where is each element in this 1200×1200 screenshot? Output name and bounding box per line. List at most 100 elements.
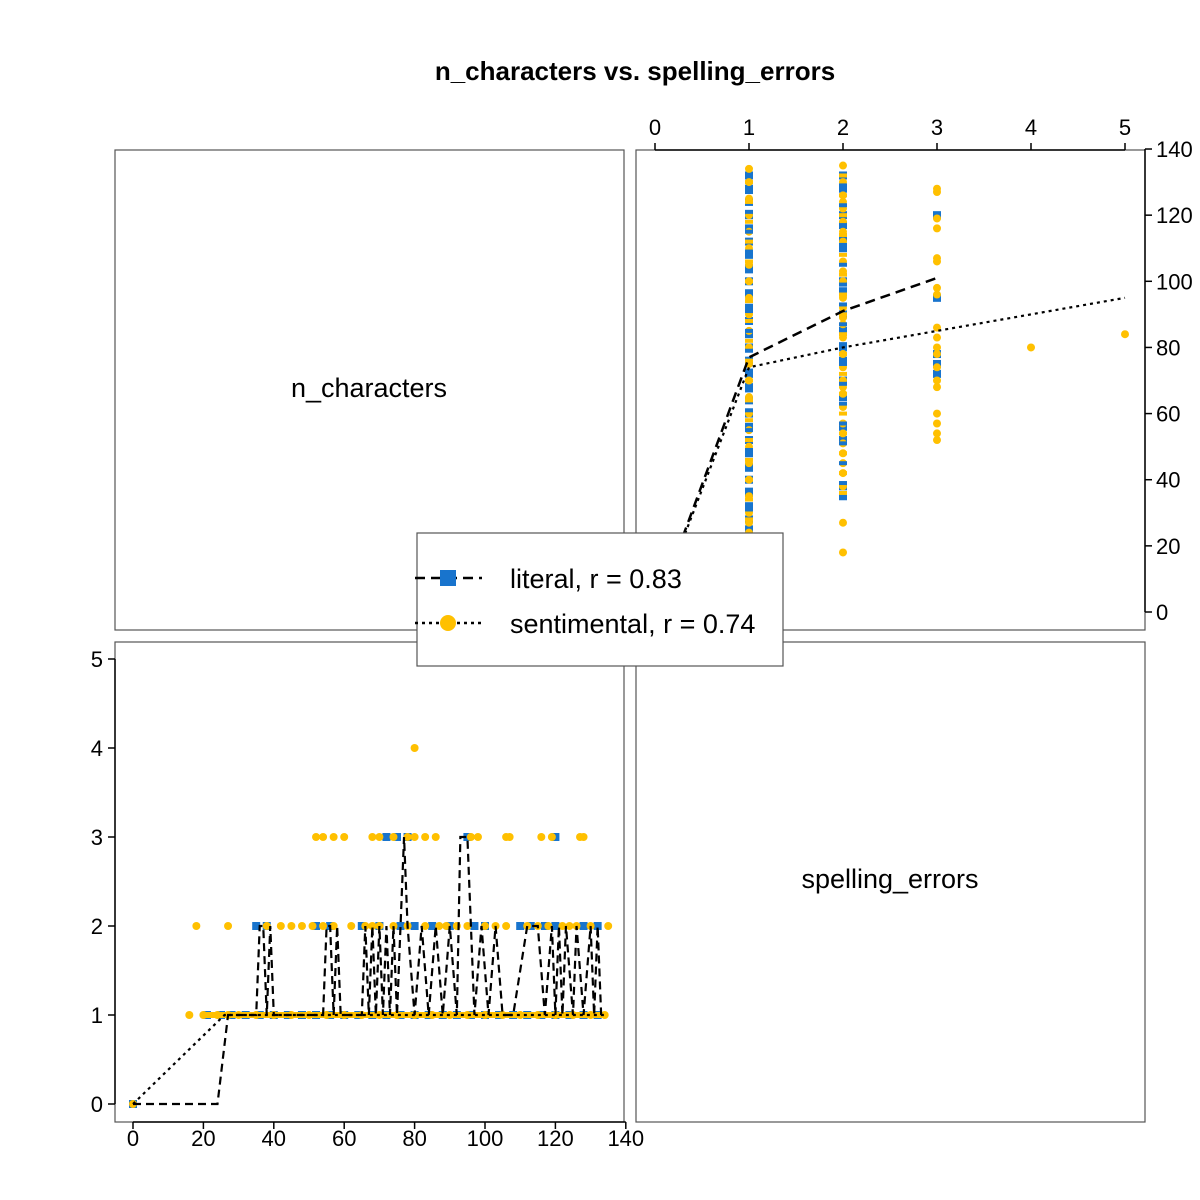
- sentimental-point: [185, 1011, 194, 1019]
- literal-point: [745, 209, 753, 214]
- literal-point: [252, 922, 261, 930]
- sentimental-point: [262, 922, 271, 930]
- literal-point: [839, 332, 847, 337]
- sentimental-point: [839, 161, 847, 170]
- literal-point: [516, 922, 525, 930]
- bottom-x-tick-label: 140: [607, 1126, 644, 1151]
- left-y-tick-label: 5: [91, 647, 103, 672]
- literal-point: [593, 922, 602, 930]
- literal-point: [839, 223, 847, 228]
- literal-point: [745, 184, 753, 193]
- sentimental-point: [933, 350, 941, 359]
- literal-point: [745, 289, 753, 294]
- sentimental-point: [933, 429, 941, 438]
- literal-point: [745, 457, 753, 462]
- literal-point: [839, 312, 847, 317]
- literal-point: [839, 262, 847, 267]
- literal-point: [839, 282, 847, 287]
- literal-point: [839, 356, 847, 365]
- top-x-tick-label: 1: [743, 115, 755, 140]
- sentimental-point: [558, 922, 567, 930]
- literal-point: [745, 219, 753, 224]
- literal-point: [745, 250, 753, 259]
- literal-point: [745, 398, 753, 403]
- literal-point: [745, 428, 753, 433]
- sentimental-point: [442, 922, 451, 930]
- left-y-tick-label: 3: [91, 825, 103, 850]
- top-x-tick-label: 4: [1025, 115, 1037, 140]
- right-y-tick-label: 40: [1156, 468, 1180, 493]
- sentimental-point: [933, 184, 941, 193]
- sentimental-mean-line: [653, 296, 1126, 613]
- literal-point: [745, 269, 753, 274]
- literal-point: [839, 431, 847, 436]
- literal-point: [745, 388, 753, 393]
- literal-point: [839, 242, 847, 247]
- literal-point: [745, 249, 753, 254]
- right-y-tick-label: 100: [1156, 269, 1193, 294]
- literal-point: [551, 922, 560, 930]
- left-y-tick-label: 4: [91, 736, 103, 761]
- literal-point: [745, 383, 753, 392]
- sentimental-point: [933, 383, 941, 392]
- literal-point: [745, 318, 753, 323]
- literal-point: [745, 348, 753, 353]
- legend-literal-label: literal, r = 0.83: [510, 564, 682, 594]
- literal-point: [839, 272, 847, 277]
- sentimental-point: [347, 922, 356, 930]
- literal-point: [839, 213, 847, 218]
- sentimental-point: [389, 922, 398, 930]
- sentimental-point: [375, 833, 384, 841]
- literal-point: [745, 418, 753, 423]
- literal-point: [745, 408, 753, 413]
- legend: literal, r = 0.83 sentimental, r = 0.74: [415, 532, 784, 667]
- sentimental-point: [565, 922, 574, 930]
- literal-point: [745, 507, 753, 512]
- literal-point: [839, 193, 847, 198]
- sentimental-point: [839, 518, 847, 527]
- literal-point: [745, 467, 753, 472]
- literal-point: [839, 352, 847, 357]
- literal-point: [839, 183, 847, 188]
- literal-point: [745, 259, 753, 264]
- right-y-tick-label: 120: [1156, 203, 1193, 228]
- right-y-tick-label: 140: [1156, 137, 1193, 162]
- top-x-tick-label: 2: [837, 115, 849, 140]
- sentimental-point: [933, 283, 941, 292]
- sentimental-point: [933, 436, 941, 445]
- literal-point: [839, 292, 847, 297]
- literal-point: [839, 302, 847, 307]
- top-x-tick-label: 5: [1119, 115, 1131, 140]
- literal-point: [839, 244, 847, 253]
- top-x-tick-label: 0: [649, 115, 661, 140]
- sentimental-point: [1027, 343, 1035, 352]
- bottom-x-tick-label: 0: [127, 1126, 139, 1151]
- literal-point: [839, 391, 847, 396]
- sentimental-point: [308, 922, 317, 930]
- literal-point: [579, 922, 588, 930]
- bottom-left-marks: [129, 655, 613, 1108]
- literal-point: [745, 438, 753, 443]
- sentimental-point: [933, 419, 941, 428]
- sentimental-point: [933, 409, 941, 418]
- literal-point: [745, 449, 753, 458]
- top-right-axes: 0 1 2 3 4 5 0 20 40 60 80 100 120 140: [649, 115, 1193, 625]
- sentimental-point: [463, 922, 472, 930]
- right-y-tick-label: 80: [1156, 335, 1180, 360]
- sentimental-point: [312, 833, 321, 841]
- sentimental-point: [276, 922, 285, 930]
- left-y-tick-label: 1: [91, 1003, 103, 1028]
- right-y-tick-label: 20: [1156, 534, 1180, 559]
- bottom-x-tick-label: 100: [467, 1126, 504, 1151]
- literal-point: [839, 173, 847, 178]
- bottom-x-tick-label: 120: [537, 1126, 574, 1151]
- literal-point: [745, 279, 753, 284]
- literal-point: [745, 303, 753, 312]
- sentimental-point: [839, 548, 847, 557]
- legend-literal-marker: [440, 570, 456, 586]
- literal-point: [745, 328, 753, 333]
- sentimental-point: [502, 922, 511, 930]
- literal-point: [839, 252, 847, 257]
- literal-point: [839, 203, 847, 208]
